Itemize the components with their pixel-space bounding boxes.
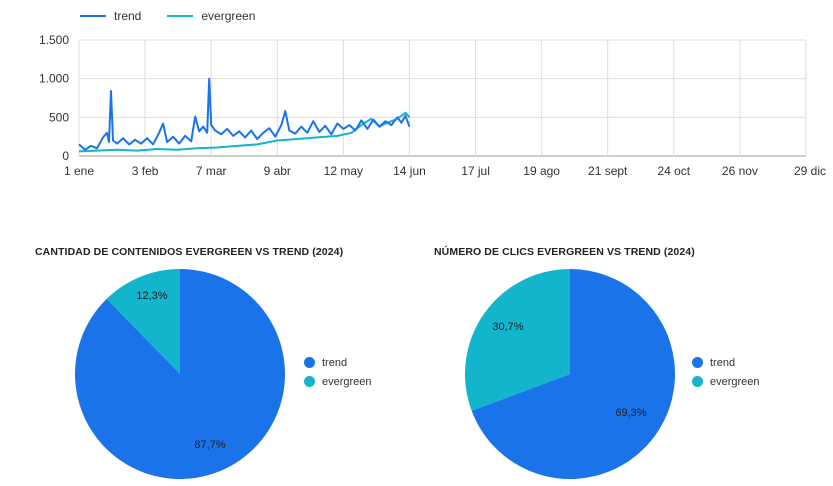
x-tick-label: 7 mar <box>196 164 227 178</box>
x-tick-label: 24 oct <box>657 164 690 178</box>
pie-2-value-label-trend: 69,3% <box>615 407 646 419</box>
pie-2-title: NÚMERO DE CLICS EVERGREEN VS TREND (2024… <box>434 246 695 258</box>
legend-item-evergreen[interactable]: evergreen <box>167 9 255 23</box>
pie-2-legend-dot-trend <box>692 357 703 368</box>
x-tick-label: 29 dic <box>794 164 826 178</box>
series-line-trend <box>78 77 411 151</box>
pie-1-value-label-trend: 87,7% <box>194 439 225 451</box>
pie-1-legend-label-trend: trend <box>322 356 348 369</box>
pie-1-legend: trend evergreen <box>304 353 372 391</box>
pie-1-title: CANTIDAD DE CONTENIDOS EVERGREEN VS TREN… <box>35 246 344 258</box>
pie-2-legend-dot-evergreen <box>692 376 703 387</box>
line-chart-legend: trend evergreen <box>80 9 255 23</box>
pie-2-legend-label-evergreen: evergreen <box>710 375 760 388</box>
pie-2-legend: trend evergreen <box>692 353 760 391</box>
pie-2-value-label-evergreen: 30,7% <box>492 321 523 333</box>
x-tick-label: 1 ene <box>64 164 94 178</box>
legend-swatch-trend <box>80 15 106 17</box>
pie-1-legend-dot-evergreen <box>304 376 315 387</box>
y-tick-label: 0 <box>62 149 69 163</box>
legend-item-trend[interactable]: trend <box>80 9 141 23</box>
x-tick-label: 26 nov <box>722 164 758 178</box>
legend-label-evergreen: evergreen <box>201 9 256 23</box>
y-tick-label: 1.500 <box>39 33 69 47</box>
line-chart: 0 500 1.000 1.500 1 ene 3 feb 7 mar 9 abr 12 may… <box>39 33 826 178</box>
x-tick-label: 21 sept <box>588 164 628 178</box>
pie-1-legend-item-trend[interactable]: trend <box>304 353 372 372</box>
pie-1-value-label-evergreen: 12,3% <box>136 290 167 302</box>
y-tick-label: 1.000 <box>39 72 69 86</box>
x-tick-label: 19 ago <box>523 164 560 178</box>
x-tick-label: 3 feb <box>132 164 159 178</box>
pie-1-legend-label-evergreen: evergreen <box>322 375 372 388</box>
pie-2-slice-trend <box>471 269 675 480</box>
pie-1-slice-evergreen <box>106 269 180 374</box>
x-tick-label: 17 jul <box>461 164 490 178</box>
pie-1-legend-item-evergreen[interactable]: evergreen <box>304 372 372 391</box>
legend-label-trend: trend <box>114 9 142 23</box>
legend-swatch-evergreen <box>167 15 194 17</box>
pie-2-legend-label-trend: trend <box>710 356 736 369</box>
pie-1-legend-dot-trend <box>304 357 315 368</box>
y-tick-label: 500 <box>49 110 69 124</box>
series-line-evergreen <box>78 111 411 153</box>
pie-2-legend-item-evergreen[interactable]: evergreen <box>692 372 760 391</box>
x-tick-label: 12 may <box>324 164 363 178</box>
pie-2-slice-evergreen <box>464 268 570 411</box>
x-tick-label: 9 abr <box>264 164 291 178</box>
pie-1-slice-trend <box>75 269 286 480</box>
x-tick-label: 14 jun <box>393 164 426 178</box>
pie-2-legend-item-trend[interactable]: trend <box>692 353 760 372</box>
